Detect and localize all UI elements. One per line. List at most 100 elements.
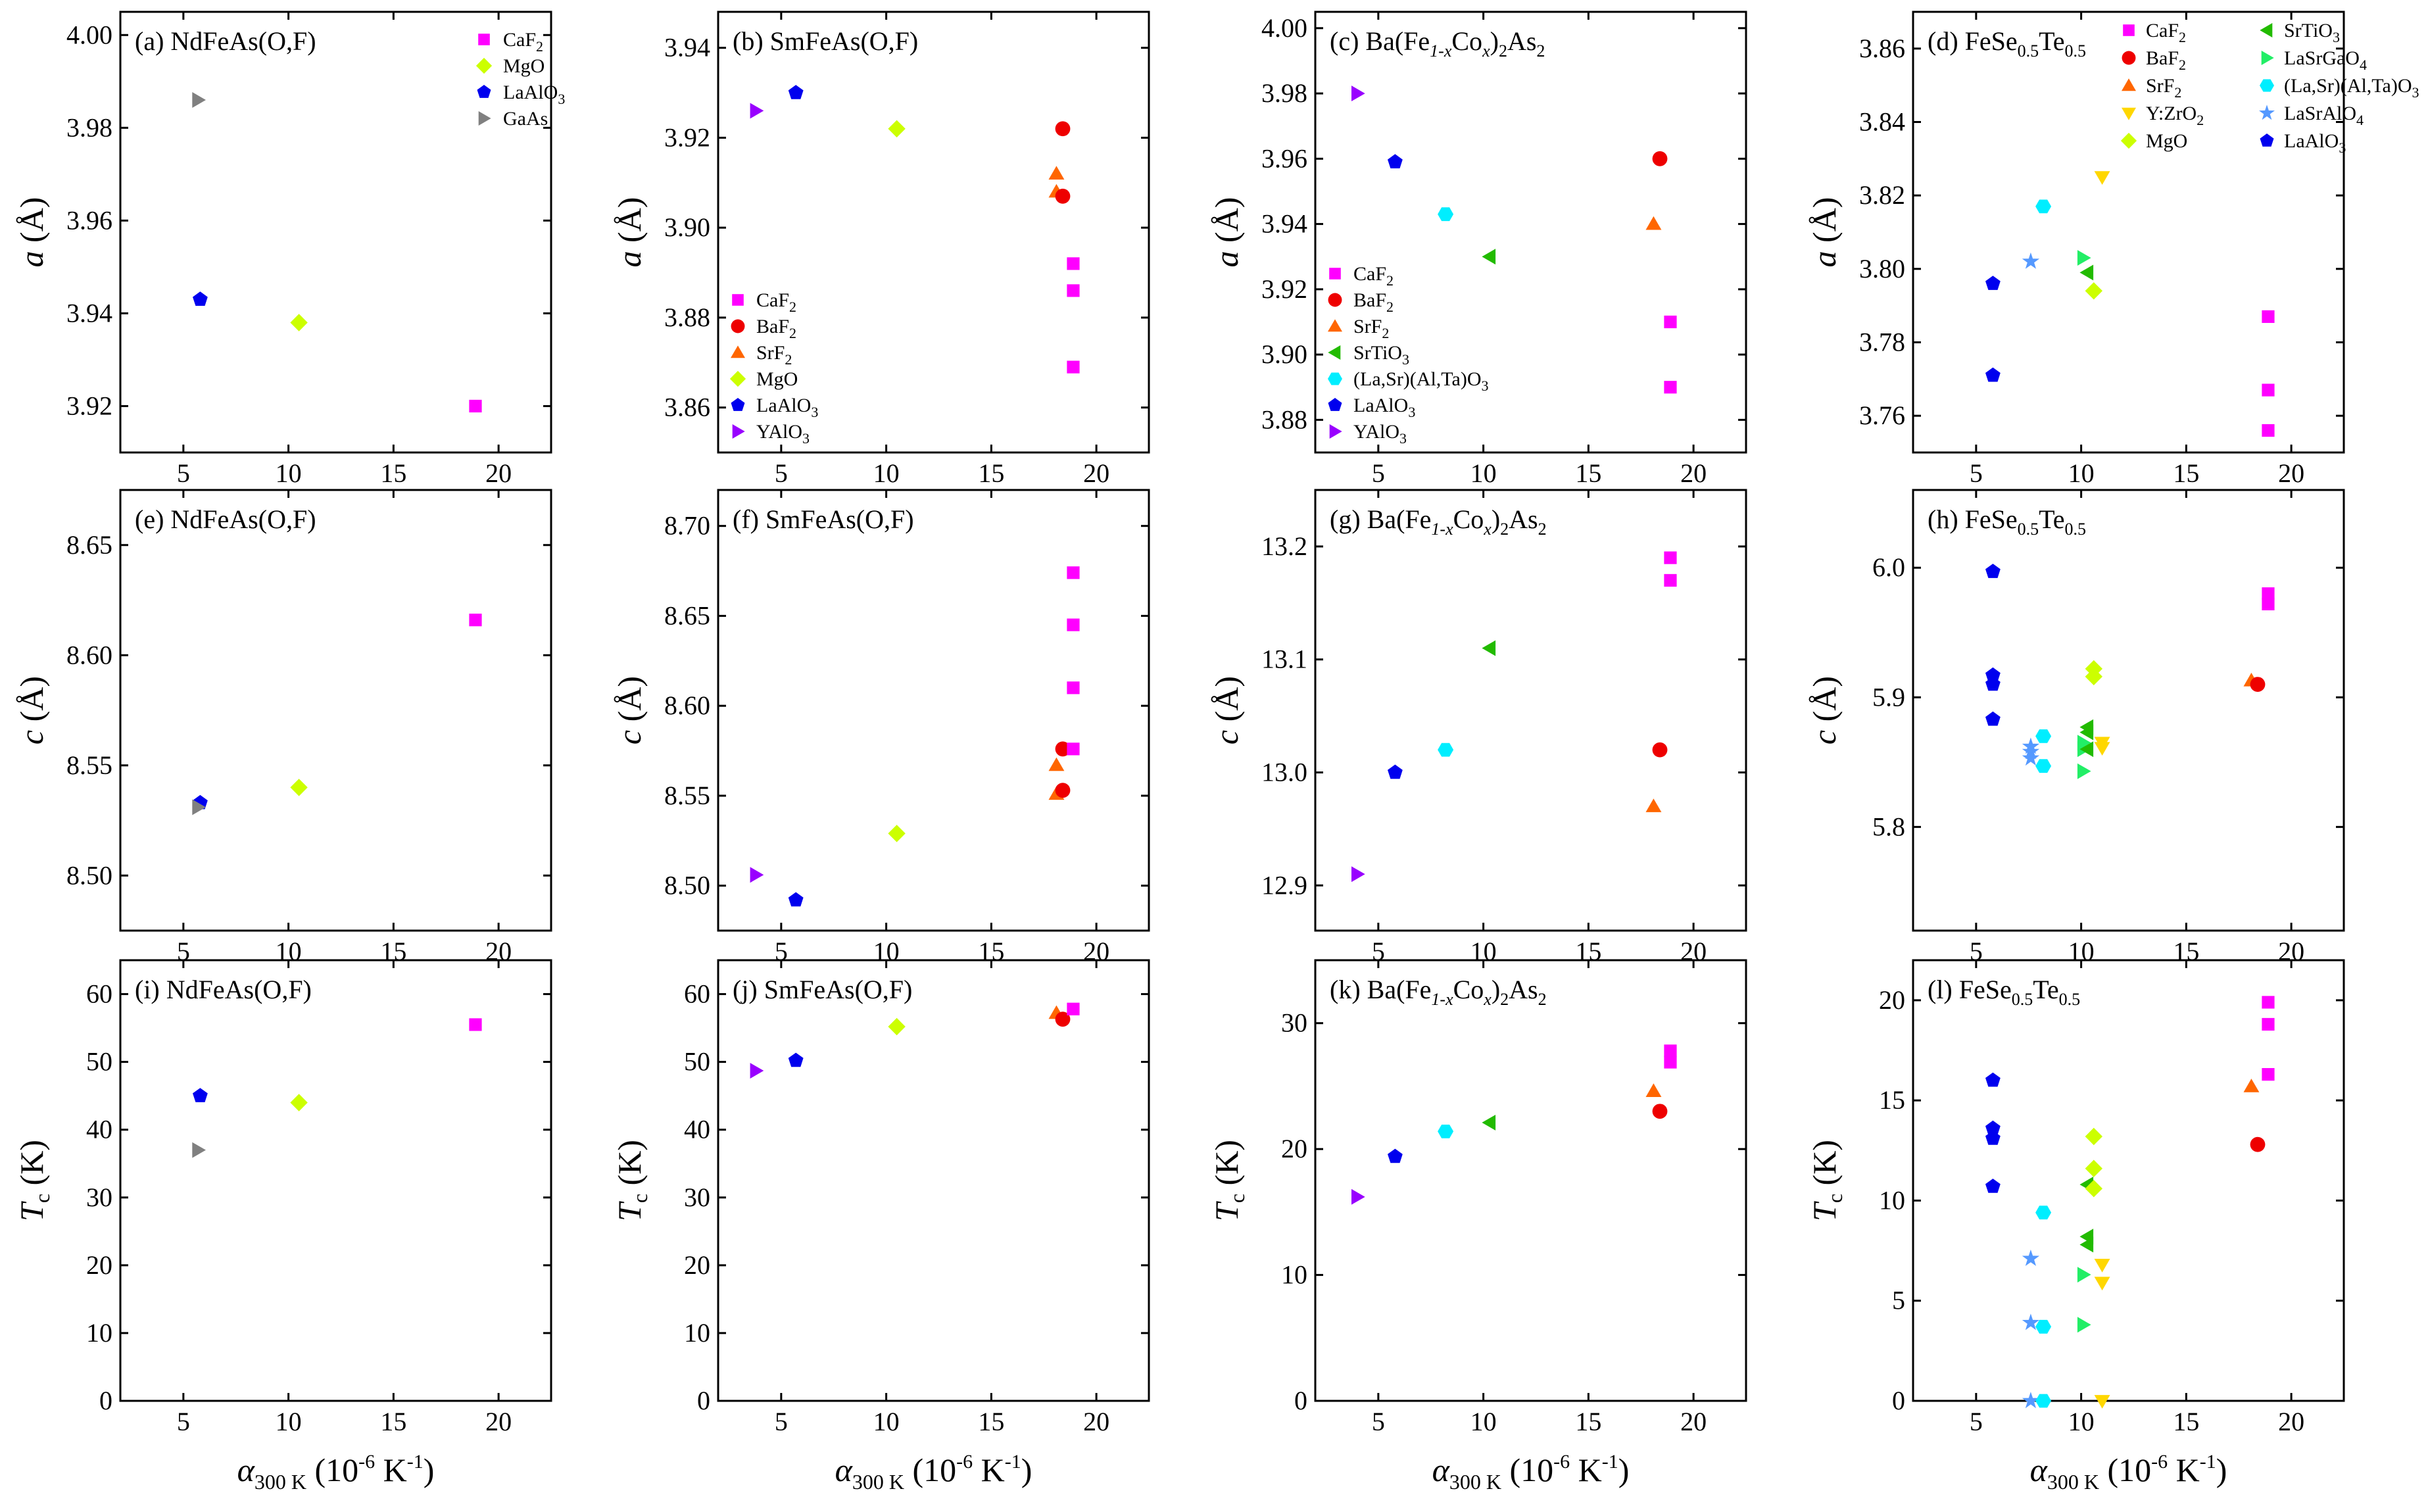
- y-tick-label: 8.50: [66, 860, 112, 890]
- y-tick-label: 10: [1281, 1260, 1307, 1290]
- y-axis-unit: (Å): [1208, 197, 1245, 251]
- panel-title: (a) NdFeAs(O,F): [135, 26, 316, 56]
- legend-label-mgo-main: MgO: [2146, 130, 2187, 152]
- data-point-mgo: [290, 779, 308, 796]
- legend-label-gaas: GaAs: [503, 108, 548, 130]
- y-axis-unit: (K): [1208, 1140, 1245, 1194]
- legend-label-laalo3-sub: 3: [2339, 139, 2346, 156]
- y-tick-label: 8.60: [66, 640, 112, 670]
- legend-label-baf2-main: BaF: [756, 316, 789, 337]
- data-point-caf2: [1067, 1002, 1080, 1015]
- y-tick-label: 10: [684, 1318, 710, 1348]
- data-point-caf2: [1664, 315, 1677, 329]
- data-point-lasrgao4: [2077, 763, 2091, 779]
- panel-letter: (f): [733, 504, 759, 534]
- data-point-laalo3: [788, 892, 804, 907]
- y-tick-label: 3.92: [664, 122, 710, 152]
- data-point-srtio3: [2079, 264, 2094, 281]
- data-point-laalo3: [1985, 367, 2001, 382]
- panel-title: (i) NdFeAs(O,F): [135, 975, 312, 1004]
- data-point-lasralo4: [2022, 1250, 2040, 1266]
- data-point-laalo3: [1985, 1131, 2001, 1145]
- x-tick-label: 5: [775, 458, 788, 488]
- y-tick-label: 3.80: [1859, 254, 1905, 283]
- material-sub: 2: [1499, 41, 1507, 61]
- x-axis-units: (10: [904, 1451, 956, 1488]
- x-axis-units2: K: [973, 1451, 1005, 1488]
- y-tick-label: 3.90: [1261, 339, 1307, 369]
- plot-frame: [717, 959, 1150, 1402]
- plot-frame: [1912, 489, 2345, 932]
- legend-marker-srtio3: [1328, 345, 1341, 360]
- material-sub: 2: [1538, 990, 1547, 1009]
- legend-label-yzro2: Y:ZrO2: [2146, 103, 2204, 128]
- plot-frame: [717, 489, 1150, 932]
- legend-marker-laalo3: [1328, 398, 1342, 411]
- x-axis-exp: -6: [2151, 1451, 2168, 1473]
- x-axis-exp: -6: [1553, 1451, 1570, 1473]
- y-axis-unit: (Å): [1806, 676, 1843, 730]
- x-axis-exp2: -1: [1602, 1451, 1618, 1473]
- legend-label-caf2-sub: 2: [789, 299, 796, 315]
- legend-label-caf2-sub: 2: [2179, 29, 2186, 45]
- data-point-mgo: [2085, 1180, 2102, 1198]
- legend-label-lsat-sub: 3: [1482, 378, 1489, 394]
- y-axis-symbol: T: [611, 1201, 648, 1221]
- material-name: SmFeAs(O,F): [770, 26, 919, 56]
- data-point-laalo3: [788, 1052, 804, 1067]
- legend-label-srf2-main: SrF: [2146, 75, 2174, 97]
- data-point-srtio3: [2079, 1236, 2094, 1253]
- legend-marker-laalo3: [477, 85, 491, 98]
- legend-label-laalo3: LaAlO3: [2284, 130, 2346, 156]
- plot-frame: [119, 959, 552, 1402]
- y-tick-label: 30: [684, 1183, 710, 1212]
- legend-label-baf2: BaF2: [756, 316, 796, 341]
- data-point-laalo3: [1985, 1179, 2001, 1193]
- material-part: Te: [2039, 504, 2064, 534]
- data-point-baf2: [1055, 783, 1071, 798]
- title-space: [1953, 975, 1959, 1004]
- x-tick-label: 15: [1575, 1407, 1601, 1436]
- title-space: [759, 504, 765, 534]
- legend-label-laalo3: LaAlO3: [1353, 395, 1415, 420]
- y-tick-label: 3.94: [664, 33, 710, 62]
- data-point-lsat: [2035, 199, 2052, 214]
- plot-frame: [119, 489, 552, 932]
- legend-label-yzro2-main: Y:ZrO: [2146, 103, 2197, 124]
- material-sub: 0.5: [2059, 990, 2081, 1009]
- data-point-caf2: [2262, 383, 2275, 397]
- data-point-yzro2: [2094, 171, 2110, 185]
- material-name: SmFeAs(O,F): [764, 975, 913, 1004]
- legend-marker-mgo: [729, 370, 746, 387]
- data-point-lasralo4: [2022, 1313, 2040, 1330]
- y-tick-label: 6.0: [1872, 552, 1905, 582]
- legend-label-yalo3-main: YAlO: [756, 421, 802, 443]
- material-part: FeSe: [1965, 26, 2018, 56]
- data-point-mgo: [2085, 282, 2102, 300]
- legend-marker-mgo: [2120, 132, 2137, 149]
- x-tick-label: 20: [1680, 458, 1707, 488]
- y-tick-label: 3.88: [664, 303, 710, 332]
- y-tick-label: 10: [1879, 1185, 1905, 1215]
- y-axis-label: Tc (K): [13, 1140, 54, 1221]
- y-axis-unit: (Å): [13, 676, 50, 730]
- data-point-srtio3: [2079, 741, 2094, 758]
- legend-label-srf2-main: SrF: [756, 342, 785, 364]
- legend-label-yalo3: YAlO3: [1353, 421, 1407, 447]
- data-point-laalo3: [193, 291, 208, 306]
- x-tick-label: 15: [380, 458, 406, 488]
- legend-marker-lasrgao4: [2261, 51, 2274, 65]
- material-part: ): [1492, 504, 1500, 534]
- y-axis-unit: (Å): [13, 197, 50, 251]
- legend-label-caf2: CaF2: [503, 29, 543, 55]
- data-point-baf2: [1055, 741, 1071, 757]
- data-point-caf2: [2262, 597, 2275, 611]
- title-space: [1361, 975, 1367, 1004]
- legend-label-caf2: CaF2: [1353, 263, 1394, 289]
- legend-label-mgo-main: MgO: [503, 55, 545, 77]
- material-part: Ba(Fe: [1367, 504, 1432, 534]
- x-tick-label: 15: [1575, 458, 1601, 488]
